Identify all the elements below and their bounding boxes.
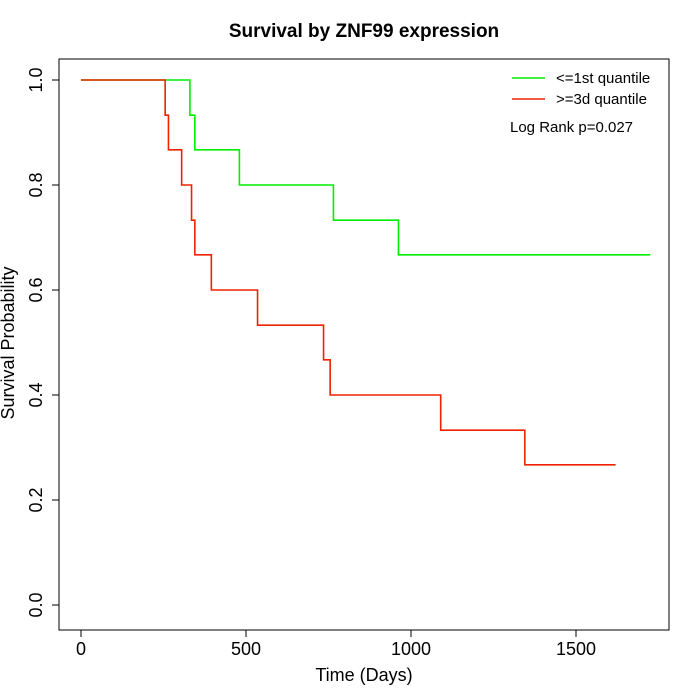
y-tick-label: 0.2 — [26, 487, 46, 512]
x-axis: 0 500 1000 1500 — [76, 630, 596, 659]
legend-label-0: <=1st quantile — [556, 70, 650, 87]
y-tick-label: 0.0 — [26, 592, 46, 617]
x-tick-label: 0 — [76, 639, 86, 659]
legend-label-1: >=3d quantile — [556, 91, 647, 108]
x-tick-label: 1000 — [391, 639, 431, 659]
y-tick-label: 0.6 — [26, 277, 46, 302]
y-axis-label: Survival Probability — [0, 266, 18, 419]
y-tick-label: 1.0 — [26, 67, 46, 92]
y-axis: 0.0 0.2 0.4 0.6 0.8 1.0 — [26, 67, 59, 618]
legend: <=1st quantile >=3d quantile — [512, 70, 650, 108]
series-layer — [81, 79, 651, 466]
plot-frame — [58, 58, 670, 631]
survival-curve-0 — [81, 79, 651, 256]
y-tick-label: 0.4 — [26, 382, 46, 407]
chart-title: Survival by ZNF99 expression — [229, 21, 499, 42]
survival-curve-1 — [81, 79, 616, 466]
x-axis-label: Time (Days) — [315, 665, 412, 685]
y-tick-label: 0.8 — [26, 172, 46, 197]
log-rank-annotation: Log Rank p=0.027 — [510, 119, 633, 136]
x-tick-label: 500 — [231, 639, 261, 659]
x-tick-label: 1500 — [556, 639, 596, 659]
